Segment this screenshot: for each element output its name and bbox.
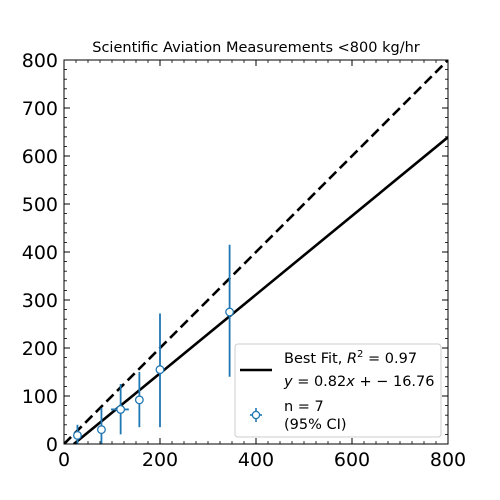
best-fit-line [72, 136, 448, 444]
legend-n-label: n = 7 [284, 399, 324, 415]
y-tick-label: 500 [22, 194, 58, 216]
legend: Best Fit, R2 = 0.97 y = 0.82x + − 16.76 … [234, 343, 442, 438]
y-tick-label: 600 [22, 146, 58, 168]
point-marker [116, 404, 126, 414]
legend-eq-y: y [283, 374, 293, 390]
y-tick-label: 700 [22, 98, 58, 120]
legend-fit-label: Best Fit, R2 = 0.97 [284, 349, 417, 367]
legend-swatch-marker [251, 410, 261, 420]
y-tick-label: 400 [22, 242, 58, 264]
legend-r2-value: = 0.97 [363, 351, 417, 367]
legend-box [234, 343, 442, 438]
legend-ci-label: (95% CI) [284, 417, 347, 433]
point-marker [72, 430, 82, 440]
data-point [155, 313, 165, 428]
one-to-one-line [64, 60, 448, 444]
legend-fit-equation: y = 0.82x + − 16.76 [283, 374, 434, 390]
plot-frame [63, 59, 449, 445]
legend-eq-tail: + − 16.76 [355, 374, 435, 390]
legend-eq-mid: = 0.82 [293, 374, 347, 390]
x-tick-label: 600 [334, 449, 370, 471]
x-tick-label: 800 [430, 449, 466, 471]
y-tick-label: 300 [22, 290, 58, 312]
y-tick-label: 100 [22, 386, 58, 408]
data-point [111, 384, 129, 435]
legend-r2-exp: 2 [357, 349, 363, 360]
x-tick-labels: 0 200 400 600 800 [58, 449, 466, 471]
chart-title: Scientific Aviation Measurements <800 kg… [92, 40, 420, 56]
data-point [225, 244, 235, 377]
point-marker [134, 395, 144, 405]
x-tick-label: 400 [238, 449, 274, 471]
x-tick-label: 0 [58, 449, 70, 471]
y-tick-label: 800 [22, 50, 58, 72]
legend-r2-symbol: R [347, 351, 357, 367]
data-point [72, 424, 82, 444]
legend-point-swatch [250, 408, 262, 422]
point-marker [96, 425, 106, 435]
y-tick-labels: 0 100 200 300 400 500 600 700 800 [22, 50, 58, 456]
y-tick-label: 200 [22, 338, 58, 360]
point-marker [155, 365, 165, 375]
legend-eq-x: x [345, 374, 355, 390]
reference-lines [64, 60, 448, 444]
y-tick-label: 0 [46, 434, 58, 456]
point-marker [225, 307, 235, 317]
x-tick-label: 200 [142, 449, 178, 471]
data-point [96, 408, 106, 444]
legend-fit-prefix: Best Fit, [284, 351, 347, 367]
data-point [134, 372, 144, 428]
data-points [72, 244, 235, 444]
